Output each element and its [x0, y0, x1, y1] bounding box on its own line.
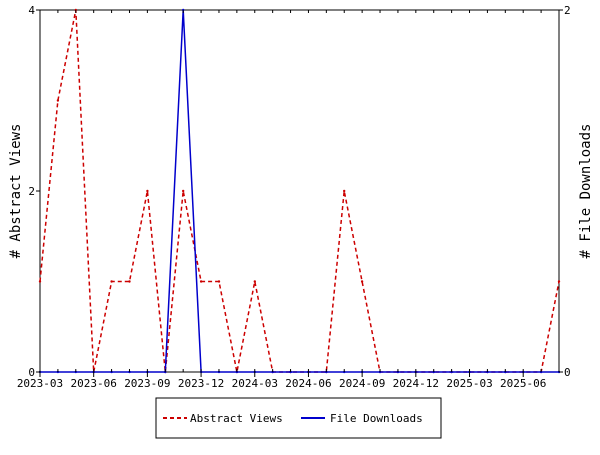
y-right-axis-title: # File Downloads: [578, 124, 594, 259]
axes-layer: 2023-03 2023-06 2023-09 2023-12 2024-03 2024-…: [17, 4, 571, 390]
x-tick-label: 2025-03: [446, 377, 492, 390]
x-tick-label: 2024-09: [339, 377, 385, 390]
series-point-0-9: [199, 280, 203, 283]
series-point-0-1: [56, 99, 60, 102]
y-left-axis-title: # Abstract Views: [8, 124, 24, 259]
y-left-tick-label: 2: [28, 185, 35, 198]
x-tick-label: 2024-12: [393, 377, 439, 390]
y-right-tick-label: 2: [564, 4, 571, 17]
x-tick-label: 2023-09: [124, 377, 170, 390]
y-left-tick-label: 0: [28, 366, 35, 379]
x-tick-label: 2023-03: [17, 377, 63, 390]
x-tick-label: 2023-12: [178, 377, 224, 390]
y-right-tick-label: 0: [564, 366, 571, 379]
legend: Abstract Views File Downloads: [155, 397, 442, 439]
series-point-0-17: [343, 189, 346, 193]
series-point-0-12: [253, 280, 256, 283]
legend-label: File Downloads: [330, 412, 423, 425]
series-point-0-10: [217, 280, 221, 283]
series-point-0-18: [360, 280, 364, 283]
series-line-abstract-views: [39, 9, 560, 373]
series-point-0-8: [182, 189, 185, 193]
plot-area: [39, 9, 560, 373]
series-point-0-0: [38, 280, 42, 283]
series-point-0-6: [146, 189, 149, 193]
x-tick-label: 2024-06: [285, 377, 331, 390]
x-tick-label: 2024-03: [232, 377, 278, 390]
x-tick-label: 2025-06: [500, 377, 546, 390]
series-point-0-4: [110, 280, 113, 283]
x-tick-label: 2023-06: [71, 377, 117, 390]
legend-box: [155, 397, 442, 439]
series-point-0-5: [128, 280, 131, 283]
series-layer: [38, 8, 561, 374]
legend-label: Abstract Views: [190, 412, 283, 425]
plot-frame: [39, 9, 560, 373]
series-point-0-29: [557, 280, 561, 283]
series-line-file-downloads: [40, 9, 559, 373]
y-left-tick-label: 4: [28, 4, 35, 17]
